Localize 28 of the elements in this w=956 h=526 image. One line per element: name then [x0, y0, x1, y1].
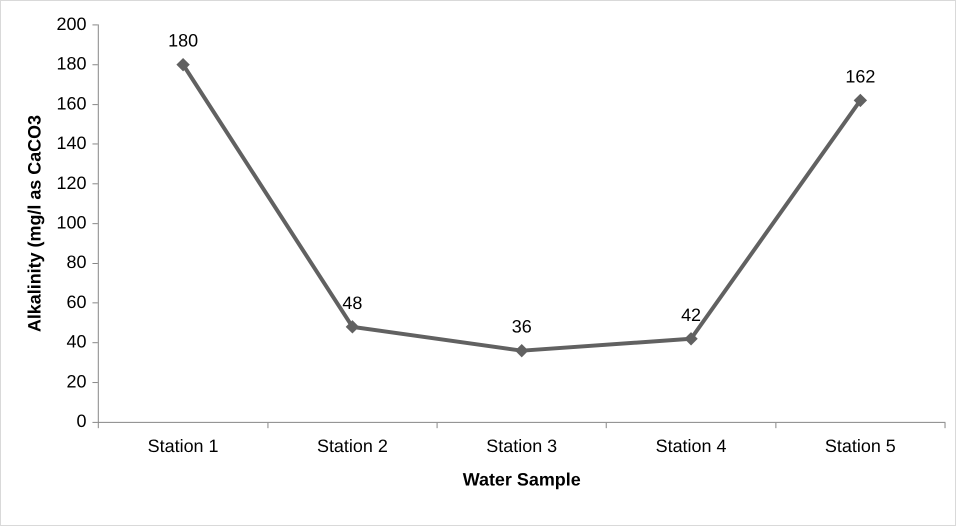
x-tick-label: Station 3 [486, 436, 558, 456]
point [854, 94, 867, 107]
x-tick-label: Station 5 [824, 436, 896, 456]
y-tick-label: 200 [56, 14, 86, 34]
data-label: 162 [845, 66, 876, 86]
y-tick-label: 40 [66, 332, 86, 352]
data-label: 180 [168, 30, 198, 51]
x-tick-label: Station 1 [148, 436, 219, 456]
y-tick-label: 140 [56, 133, 86, 154]
y-tick-label: 160 [56, 93, 86, 114]
y-tick-label: 120 [56, 172, 86, 193]
y-tick-label: 60 [66, 292, 86, 312]
y-axis-title: Alkalinity (mg/l as CaCO3 [24, 114, 45, 332]
x-axis-title: Water Sample [462, 469, 581, 490]
y-tick-label: 180 [56, 54, 86, 74]
data-label: 42 [681, 304, 702, 325]
point [515, 344, 528, 358]
point [684, 332, 698, 346]
point [346, 320, 359, 334]
y-tick-label: 80 [66, 252, 86, 272]
y-tick-label: 100 [56, 212, 86, 232]
data-label: 48 [342, 292, 362, 313]
x-tick-label: Station 2 [316, 436, 388, 456]
point [176, 58, 190, 72]
y-tick-label: 20 [66, 371, 86, 392]
data-label: 36 [512, 316, 532, 337]
x-tick-label: Station 4 [656, 436, 726, 456]
y-tick-label: 0 [76, 411, 86, 432]
